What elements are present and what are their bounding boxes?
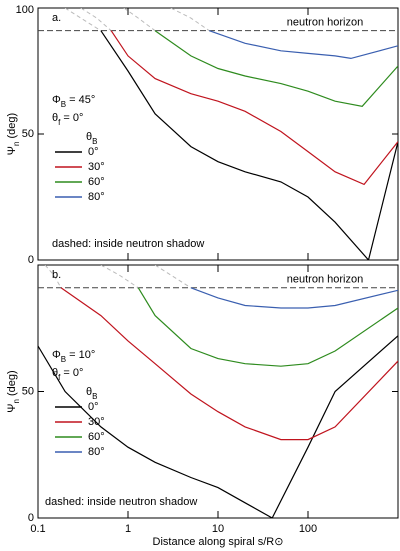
series-line (60, 287, 398, 441)
series-line (137, 287, 398, 367)
note: dashed: inside neutron shadow (52, 238, 204, 250)
subscript: B (61, 100, 66, 109)
series-line (100, 30, 398, 260)
y-axis-title: Ψn (deg) (6, 370, 21, 412)
series-line (209, 30, 398, 60)
y-tick-label: 50 (22, 128, 34, 140)
text: (deg) (6, 370, 18, 399)
text: = 45° (66, 94, 95, 106)
symbol: θ (52, 367, 58, 379)
symbol: Ψ (6, 404, 18, 413)
shadow-line (80, 8, 112, 32)
shadow-line (154, 265, 192, 289)
parameter: θf = 0° (52, 367, 83, 382)
symbol: Φ (52, 94, 61, 106)
x-tick-label: 10 (212, 523, 224, 535)
legend-label: 0° (88, 401, 99, 413)
parameter: θf = 0° (52, 112, 83, 127)
legend-label: 60° (88, 176, 105, 188)
text: (deg) (6, 113, 18, 142)
shadow-line (170, 8, 210, 32)
text: = 10° (66, 349, 95, 361)
legend-label: 60° (88, 431, 105, 443)
subscript: B (92, 137, 97, 146)
shadow-line (64, 8, 102, 32)
series-line (154, 30, 398, 107)
legend-label: 30° (88, 161, 105, 173)
x-tick-label: 0.1 (30, 523, 45, 535)
subscript: B (92, 392, 97, 401)
parameter: ΦB = 45° (52, 94, 95, 109)
symbol: θ (86, 131, 92, 143)
x-tick-label: 100 (299, 523, 317, 535)
symbol: θ (52, 112, 58, 124)
legend-title: θB (86, 131, 97, 146)
y-tick-label: 0 (28, 254, 34, 266)
legend-label: 80° (88, 191, 105, 203)
shadow-line (44, 265, 62, 289)
symbol: Ψ (6, 146, 18, 155)
x-tick-label: 1 (125, 523, 131, 535)
shadow-line (123, 8, 156, 32)
subscript: n (12, 142, 21, 146)
horizon-label: neutron horizon (287, 274, 363, 286)
parameter: ΦB = 10° (52, 349, 95, 364)
panel-label: b. (52, 269, 61, 281)
shadow-line (100, 265, 139, 289)
symbol: Φ (52, 349, 61, 361)
legend-label: 80° (88, 446, 105, 458)
legend-title: θB (86, 386, 97, 401)
subscript: B (61, 355, 66, 364)
y-axis-title: Ψn (deg) (6, 113, 21, 155)
y-tick-label: 100 (16, 4, 34, 16)
legend-label: 0° (88, 146, 99, 158)
series-line (190, 287, 398, 309)
y-tick-label: 0 (28, 512, 34, 524)
symbol: θ (86, 386, 92, 398)
note: dashed: inside neutron shadow (45, 496, 197, 508)
y-tick-label: 50 (22, 385, 34, 397)
legend-label: 30° (88, 416, 105, 428)
x-axis-title: Distance along spiral s/R⊙ (153, 536, 284, 548)
horizon-label: neutron horizon (287, 17, 363, 29)
series-line (110, 30, 398, 186)
text: = 0° (60, 367, 83, 379)
subscript: f (58, 373, 61, 382)
subscript: f (58, 118, 61, 127)
subscript: n (12, 399, 21, 403)
text: = 0° (60, 112, 83, 124)
panel-label: a. (52, 12, 61, 24)
